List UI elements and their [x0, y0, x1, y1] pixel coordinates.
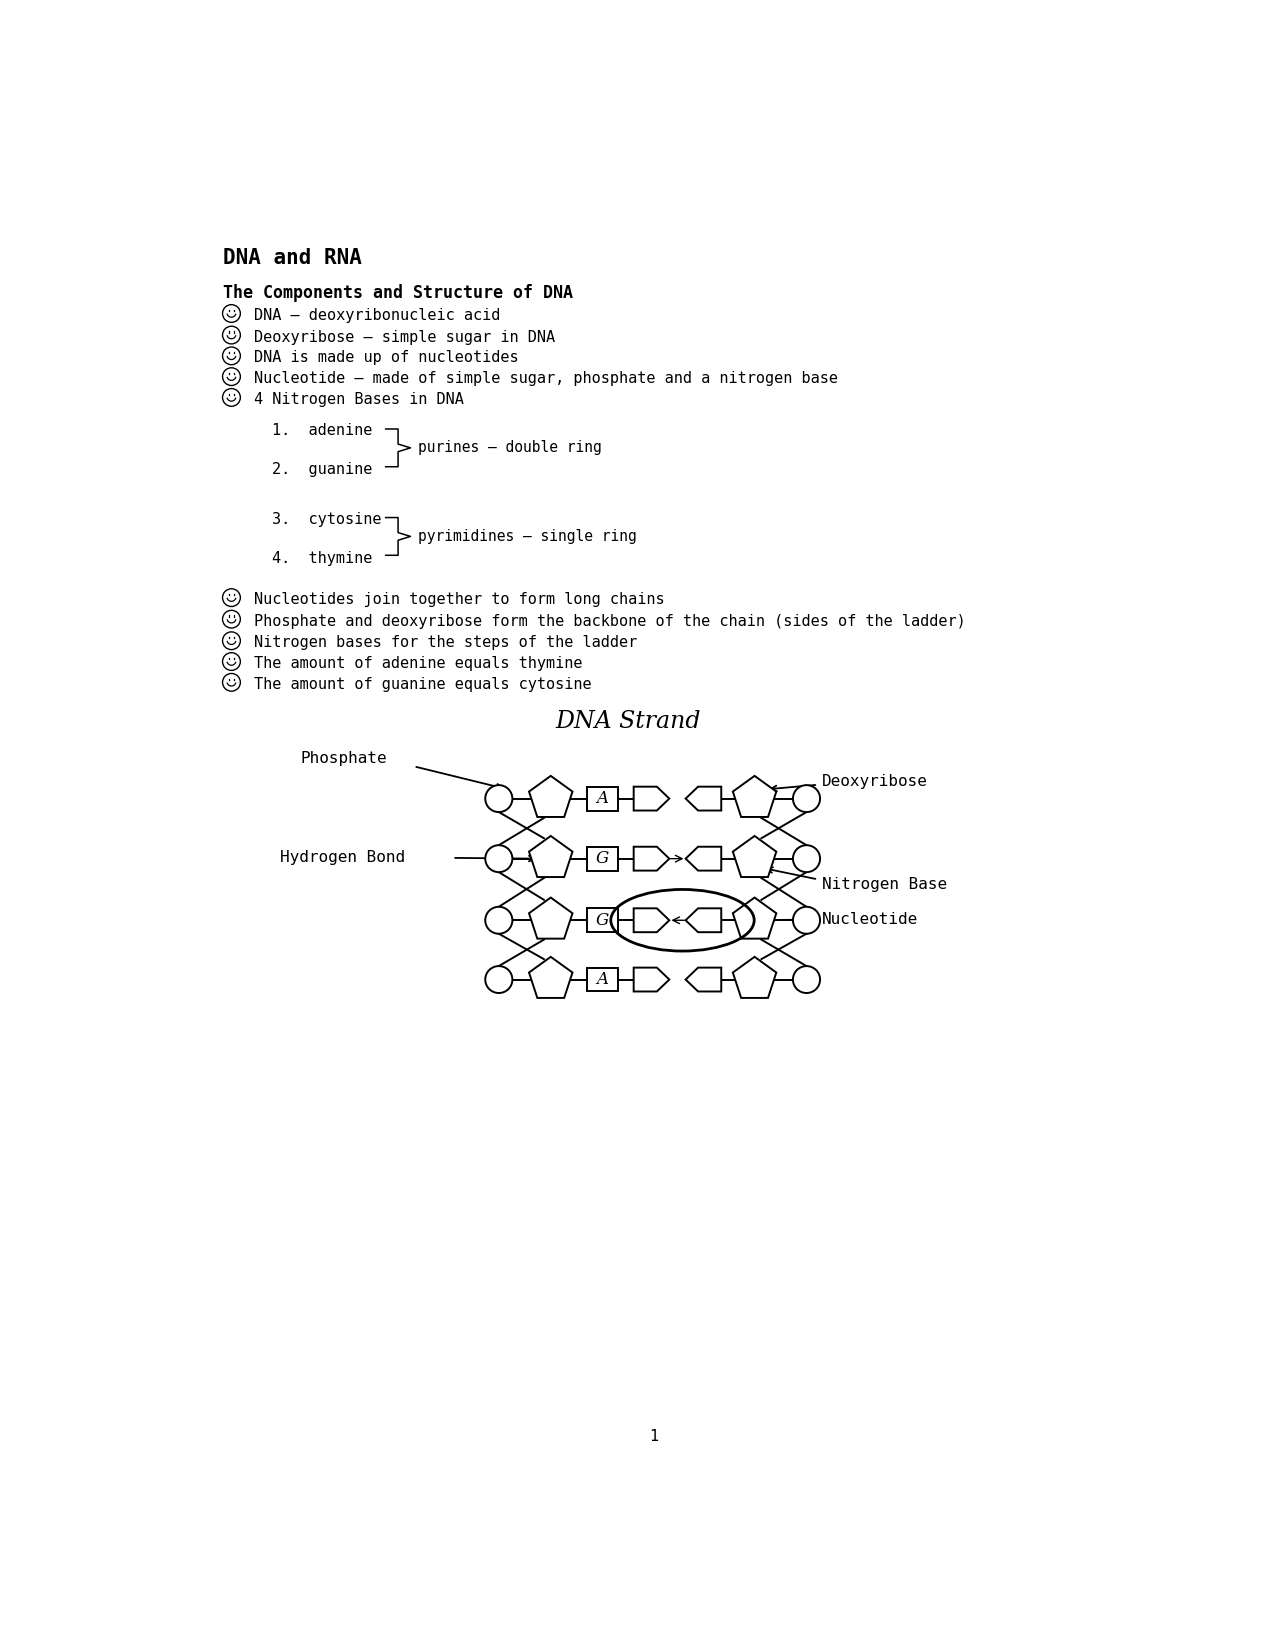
- Text: DNA and RNA: DNA and RNA: [223, 248, 362, 267]
- Text: 1: 1: [649, 1429, 658, 1444]
- Polygon shape: [529, 957, 572, 998]
- Circle shape: [486, 908, 513, 934]
- Text: DNA Strand: DNA Strand: [556, 710, 701, 733]
- Text: The Components and Structure of DNA: The Components and Structure of DNA: [223, 284, 572, 302]
- Text: Nitrogen Base: Nitrogen Base: [822, 876, 947, 891]
- Circle shape: [486, 965, 513, 993]
- Text: 4.  thymine: 4. thymine: [272, 551, 372, 566]
- Text: The amount of adenine equals thymine: The amount of adenine equals thymine: [254, 657, 583, 672]
- Polygon shape: [634, 787, 669, 810]
- Text: pyrimidines – single ring: pyrimidines – single ring: [418, 530, 638, 544]
- Polygon shape: [733, 898, 776, 939]
- Polygon shape: [634, 846, 669, 871]
- Polygon shape: [733, 837, 776, 878]
- Text: Deoxyribose: Deoxyribose: [822, 774, 928, 789]
- Polygon shape: [686, 908, 722, 932]
- Polygon shape: [634, 908, 669, 932]
- Text: G: G: [595, 912, 609, 929]
- Bar: [588, 908, 618, 932]
- Circle shape: [793, 785, 820, 812]
- Text: DNA is made up of nucleotides: DNA is made up of nucleotides: [254, 350, 519, 365]
- Bar: [588, 787, 618, 810]
- Polygon shape: [529, 898, 572, 939]
- Text: DNA – deoxyribonucleic acid: DNA – deoxyribonucleic acid: [254, 309, 500, 323]
- Circle shape: [793, 965, 820, 993]
- Text: 2.  guanine: 2. guanine: [272, 462, 372, 477]
- Text: A: A: [597, 790, 608, 807]
- Text: purines – double ring: purines – double ring: [418, 441, 602, 455]
- Circle shape: [486, 785, 513, 812]
- Text: Nitrogen bases for the steps of the ladder: Nitrogen bases for the steps of the ladd…: [254, 635, 638, 650]
- Circle shape: [486, 845, 513, 873]
- Circle shape: [793, 845, 820, 873]
- Text: The amount of guanine equals cytosine: The amount of guanine equals cytosine: [254, 676, 592, 691]
- Polygon shape: [686, 787, 722, 810]
- Text: G: G: [595, 850, 609, 868]
- Bar: [588, 846, 618, 871]
- Text: A: A: [597, 972, 608, 988]
- Polygon shape: [686, 967, 722, 992]
- Bar: [588, 967, 618, 992]
- Polygon shape: [733, 776, 776, 817]
- Text: Nucleotide – made of simple sugar, phosphate and a nitrogen base: Nucleotide – made of simple sugar, phosp…: [254, 371, 838, 386]
- Text: 1.  adenine: 1. adenine: [272, 422, 372, 437]
- Circle shape: [793, 908, 820, 934]
- Polygon shape: [634, 967, 669, 992]
- Text: 3.  cytosine: 3. cytosine: [272, 512, 381, 526]
- Text: Hydrogen Bond: Hydrogen Bond: [279, 850, 404, 865]
- Text: Phosphate: Phosphate: [301, 751, 388, 766]
- Text: Nucleotide: Nucleotide: [822, 912, 918, 927]
- Polygon shape: [529, 776, 572, 817]
- Text: Nucleotides join together to form long chains: Nucleotides join together to form long c…: [254, 592, 664, 607]
- Polygon shape: [733, 957, 776, 998]
- Text: Deoxyribose – simple sugar in DNA: Deoxyribose – simple sugar in DNA: [254, 330, 555, 345]
- Polygon shape: [686, 846, 722, 871]
- Text: 4 Nitrogen Bases in DNA: 4 Nitrogen Bases in DNA: [254, 393, 464, 408]
- Polygon shape: [529, 837, 572, 878]
- Text: Phosphate and deoxyribose form the backbone of the chain (sides of the ladder): Phosphate and deoxyribose form the backb…: [254, 614, 965, 629]
